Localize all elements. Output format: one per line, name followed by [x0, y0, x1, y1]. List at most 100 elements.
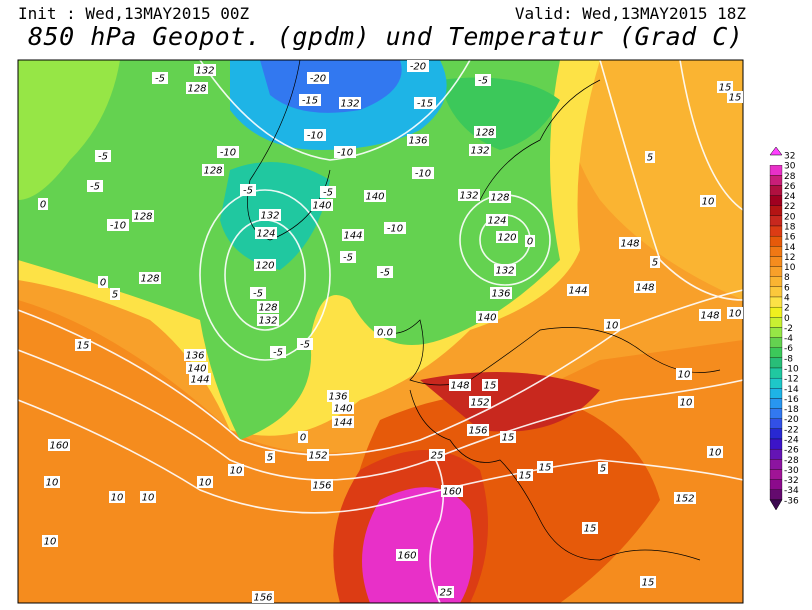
contour-label: 124	[256, 229, 275, 240]
contour-label-box	[469, 144, 491, 156]
contour-label: 0	[300, 433, 306, 444]
contour-label-box	[327, 390, 349, 402]
colorbar-label: -22	[784, 425, 799, 435]
contour-label-box	[377, 266, 393, 278]
colorbar-swatch	[769, 296, 783, 308]
contour-label-box	[396, 549, 418, 561]
map-title: 850 hPa Geopot. (gpdm) und Temperatur (G…	[28, 22, 744, 51]
contour-label-box	[110, 288, 120, 300]
colorbar-label: -32	[784, 476, 799, 486]
contour-label-box	[48, 439, 70, 451]
contour-label-box	[217, 146, 239, 158]
colorbar-label: 26	[784, 182, 796, 192]
contour-label: 120	[255, 261, 274, 272]
colorbar-swatch	[769, 367, 783, 379]
colorbar-label: -16	[784, 395, 799, 405]
colorbar-swatch	[769, 235, 783, 247]
contour-label: 132	[340, 99, 359, 110]
contour-label-box	[650, 256, 660, 268]
contour-label-box	[75, 339, 91, 351]
colorbar-label: 14	[784, 243, 796, 253]
contour-label: 132	[195, 66, 214, 77]
colorbar-tip	[769, 146, 783, 156]
colorbar-swatch	[769, 317, 783, 328]
contour-label-box	[186, 82, 208, 94]
contour-label-box	[707, 446, 723, 458]
colorbar-label: -28	[784, 456, 799, 466]
contour-label-box	[255, 227, 277, 239]
contour-label-box	[139, 272, 161, 284]
contour-label-box	[634, 281, 656, 293]
colorbar-swatch	[769, 286, 783, 298]
colorbar-label: -26	[784, 446, 799, 456]
contour-label: 10	[111, 493, 124, 504]
colorbar-swatch	[769, 185, 783, 196]
contour-label-box	[474, 126, 496, 138]
contour-label-box	[87, 180, 103, 192]
contour-label-box	[429, 449, 445, 461]
contour-label-box	[240, 184, 256, 196]
contour-label: -5	[478, 76, 488, 87]
contour-label: 5	[647, 153, 653, 164]
contour-label: 160	[397, 551, 416, 562]
contour-label: 144	[333, 418, 352, 429]
colorbar-label: 6	[784, 283, 790, 293]
contour-label-box	[441, 485, 463, 497]
contour-label: 160	[442, 487, 461, 498]
contour-label-box	[407, 134, 429, 146]
contour-label-box	[332, 402, 354, 414]
contour-label-box	[257, 314, 279, 326]
colorbar-swatch	[769, 327, 783, 338]
contour-label: 0.0	[377, 328, 393, 339]
colorbar-swatch	[769, 489, 783, 501]
contour-label-box	[184, 349, 206, 361]
colorbar-swatch	[769, 175, 783, 186]
contour-label: -10	[307, 131, 323, 142]
contour-label-box	[412, 167, 434, 179]
contour-label-box	[311, 479, 333, 491]
colorbar-label: 20	[784, 212, 796, 222]
contour-label: 15	[719, 83, 732, 94]
contour-label: 144	[190, 375, 209, 386]
contour-label-box	[678, 396, 694, 408]
contour-label: 132	[258, 316, 277, 327]
contour-label-box	[374, 326, 396, 338]
colorbar-label: 4	[784, 294, 790, 304]
contour-label: 144	[343, 231, 362, 242]
contour-label: 0	[100, 278, 106, 289]
contour-label: 132	[495, 266, 514, 277]
contour-label: -5	[98, 152, 108, 163]
colorbar-swatch	[769, 398, 783, 409]
colorbar-swatch	[769, 408, 783, 419]
colorbar-label: -30	[784, 466, 799, 476]
map-frame	[17, 59, 744, 604]
contour-label: -10	[387, 224, 403, 235]
contour-label-box	[307, 72, 329, 84]
colorbar-swatch	[769, 418, 783, 430]
contour-label-box	[189, 373, 211, 385]
contour-label-box	[645, 151, 655, 163]
contour-label: -15	[302, 96, 318, 107]
colorbar-swatch	[769, 276, 783, 288]
contour-label: 128	[490, 193, 509, 204]
contour-label-box	[340, 251, 356, 263]
contour-label: 132	[470, 146, 489, 157]
contour-label: 136	[491, 289, 510, 300]
colorbar-label: -14	[784, 385, 799, 395]
contour-label: 128	[475, 128, 494, 139]
init-time: Init : Wed,13MAY2015 00Z	[18, 4, 250, 23]
contour-label-box	[339, 97, 361, 109]
contour-label-box	[438, 586, 454, 598]
contour-label-box	[270, 346, 286, 358]
contour-label: -10	[415, 169, 431, 180]
contour-label-box	[476, 311, 498, 323]
contour-label-box	[676, 368, 692, 380]
colorbar-swatch	[769, 469, 783, 480]
contour-label-box	[469, 396, 491, 408]
contour-label: 5	[112, 290, 118, 301]
contour-label-box	[95, 150, 111, 162]
colorbar-swatch	[769, 337, 783, 348]
contour-label: 15	[77, 341, 90, 352]
colorbar-label: 10	[784, 263, 796, 273]
colorbar-swatch	[769, 479, 783, 490]
